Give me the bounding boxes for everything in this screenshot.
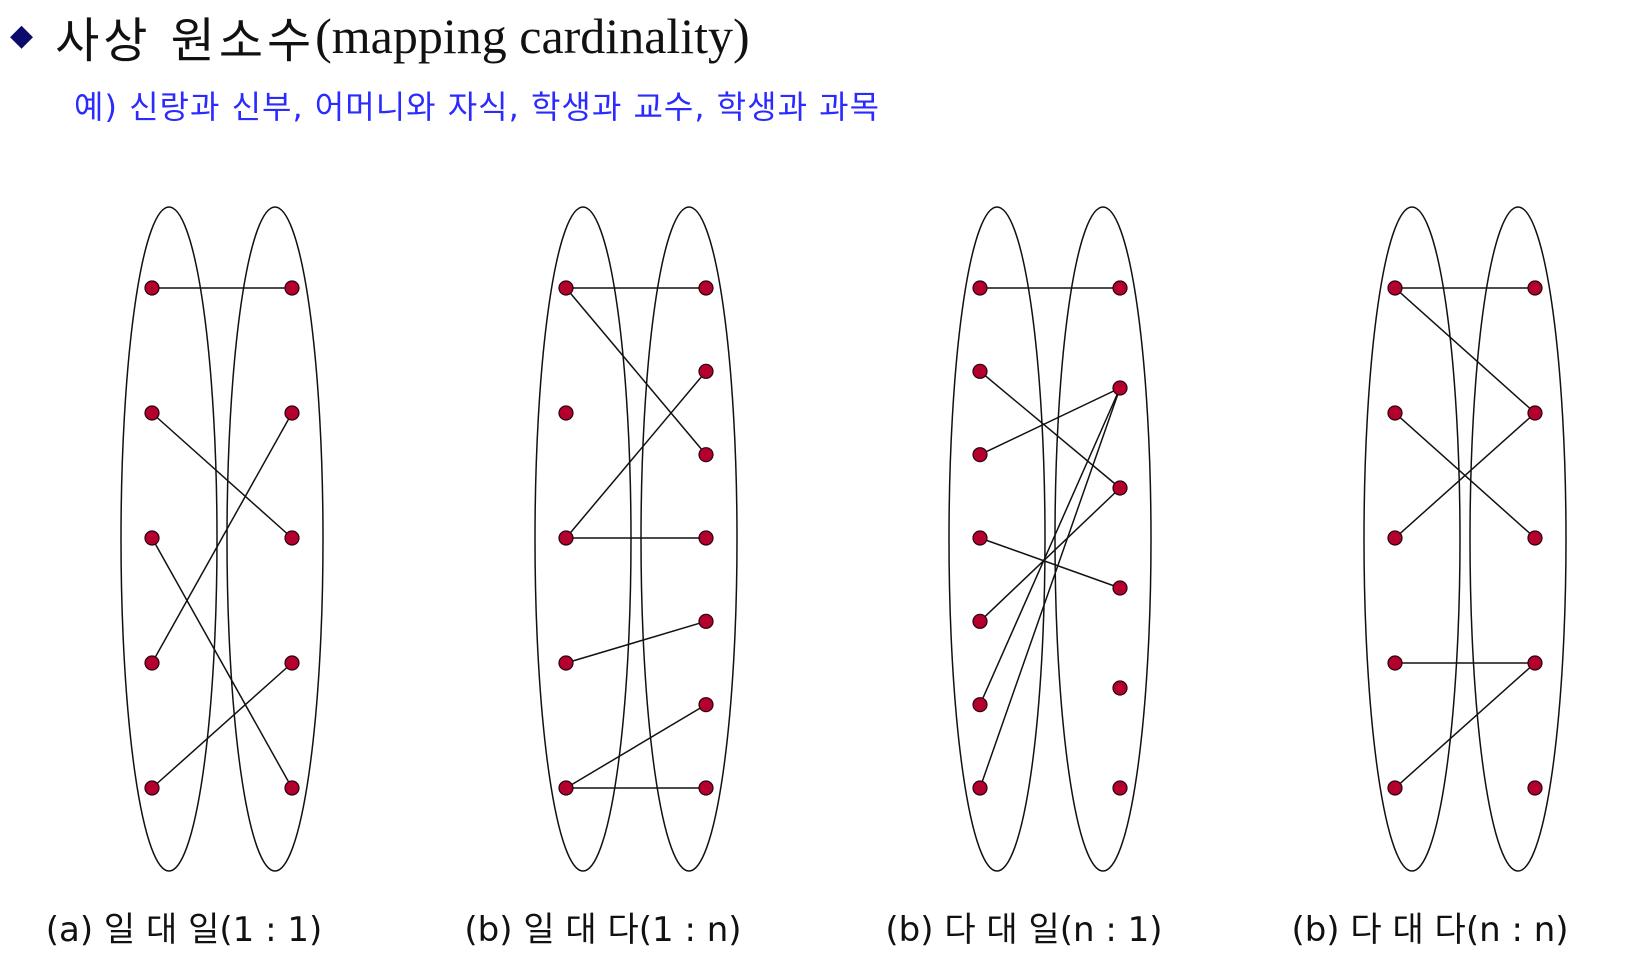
many-to-many-left-node-0	[1387, 280, 1403, 296]
example-text: 예) 신랑과 신부, 어머니와 자식, 학생과 교수, 학생과 과목	[74, 88, 881, 126]
one-to-many-left-node-3	[558, 655, 574, 671]
many-to-one-right-set-ellipse	[1054, 206, 1152, 872]
one-to-one-caption: (a) 일 대 일(1 : 1)	[46, 910, 323, 950]
one-to-one-edge-2	[151, 537, 293, 789]
title-english: (mapping cardinality)	[315, 8, 750, 64]
one-to-one-left-node-1	[144, 405, 160, 421]
one-to-many-right-node-4	[698, 613, 714, 629]
one-to-one-right-node-1	[284, 405, 300, 421]
many-to-many-right-node-2	[1527, 530, 1543, 546]
many-to-many-left-set-ellipse	[1363, 206, 1461, 872]
many-to-many-right-node-4	[1527, 780, 1543, 796]
many-to-one-edge-1	[979, 370, 1121, 489]
many-to-one-right-node-4	[1112, 680, 1128, 696]
many-to-one-edge-5	[979, 387, 1121, 705]
many-to-one-left-node-3	[972, 530, 988, 546]
many-to-one-left-set-ellipse	[948, 206, 1046, 872]
one-to-one-right-node-0	[284, 280, 300, 296]
diamond-bullet-icon: ◆	[10, 18, 34, 53]
many-to-one-left-node-1	[972, 363, 988, 379]
one-to-many-right-node-2	[698, 447, 714, 463]
one-to-one-right-node-4	[284, 780, 300, 796]
one-to-many-edge-5	[565, 704, 707, 789]
one-to-one-right-set-ellipse	[226, 206, 324, 872]
many-to-one-left-node-6	[972, 780, 988, 796]
one-to-many-caption: (b) 일 대 다(1 : n)	[464, 910, 741, 950]
one-to-one-edge-1	[151, 412, 293, 539]
one-to-many-right-node-5	[698, 697, 714, 713]
one-to-many-left-node-2	[558, 530, 574, 546]
many-to-many-left-node-3	[1387, 655, 1403, 671]
one-to-many-edge-2	[565, 370, 707, 539]
many-to-one-edge-3	[979, 537, 1121, 589]
one-to-one-edge-3	[151, 412, 293, 664]
many-to-many-edge-3	[1394, 412, 1536, 539]
many-to-many-left-node-2	[1387, 530, 1403, 546]
one-to-many-right-node-1	[698, 363, 714, 379]
one-to-one-left-node-4	[144, 780, 160, 796]
title-korean: 사상 원소수	[55, 13, 316, 69]
one-to-many-right-node-3	[698, 530, 714, 546]
many-to-one-edge-2	[979, 387, 1121, 456]
one-to-one-left-set-ellipse	[120, 206, 218, 872]
one-to-many-right-node-6	[698, 780, 714, 796]
many-to-one-right-node-5	[1112, 780, 1128, 796]
many-to-many-left-node-4	[1387, 780, 1403, 796]
many-to-one-right-node-3	[1112, 580, 1128, 596]
many-to-one-left-node-2	[972, 447, 988, 463]
one-to-one-right-node-3	[284, 655, 300, 671]
one-to-many-edge-1	[565, 287, 707, 456]
many-to-one-right-node-2	[1112, 480, 1128, 496]
one-to-one-left-node-2	[144, 530, 160, 546]
slide-title: ◆ 사상 원소수 (mapping cardinality)	[10, 4, 750, 69]
many-to-one-right-node-1	[1112, 380, 1128, 396]
many-to-one-left-node-0	[972, 280, 988, 296]
many-to-one-caption: (b) 다 대 일(n : 1)	[885, 910, 1162, 950]
many-to-many-right-node-0	[1527, 280, 1543, 296]
one-to-many-edge-4	[565, 620, 707, 664]
many-to-many-left-node-1	[1387, 405, 1403, 421]
one-to-many-right-set-ellipse	[640, 206, 738, 872]
many-to-many-right-node-3	[1527, 655, 1543, 671]
many-to-one-left-node-4	[972, 613, 988, 629]
one-to-many-left-set-ellipse	[534, 206, 632, 872]
one-to-one-left-node-3	[144, 655, 160, 671]
many-to-many-edge-1	[1394, 287, 1536, 414]
many-to-many-right-node-1	[1527, 405, 1543, 421]
many-to-many-edge-5	[1394, 662, 1536, 789]
one-to-one-edge-4	[151, 662, 293, 789]
many-to-one-left-node-5	[972, 697, 988, 713]
one-to-many-right-node-0	[698, 280, 714, 296]
one-to-many-left-node-0	[558, 280, 574, 296]
many-to-one-edge-4	[979, 487, 1121, 622]
one-to-one-right-node-2	[284, 530, 300, 546]
many-to-one-edge-6	[979, 387, 1121, 789]
many-to-many-caption: (b) 다 대 다(n : n)	[1291, 910, 1568, 950]
one-to-many-left-node-1	[558, 405, 574, 421]
one-to-one-left-node-0	[144, 280, 160, 296]
one-to-many-left-node-4	[558, 780, 574, 796]
many-to-many-right-set-ellipse	[1469, 206, 1567, 872]
many-to-one-right-node-0	[1112, 280, 1128, 296]
